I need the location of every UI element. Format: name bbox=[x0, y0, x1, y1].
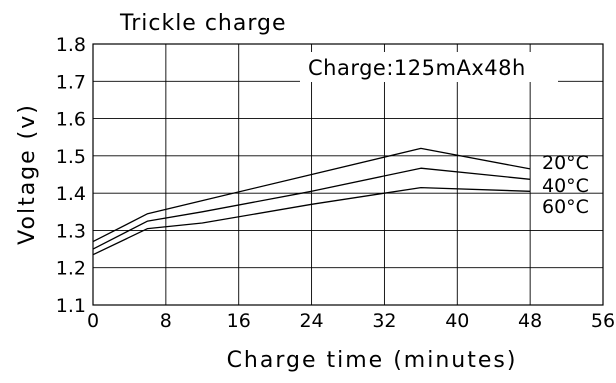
x-tick-label: 24 bbox=[299, 310, 323, 332]
x-tick-label: 8 bbox=[160, 310, 172, 332]
series-line bbox=[92, 186, 531, 256]
legend: 20°C40°C60°C bbox=[542, 152, 589, 218]
y-tick-label: 1.4 bbox=[56, 183, 86, 205]
y-tick-label: 1.5 bbox=[56, 146, 86, 168]
series-label: 20°C bbox=[542, 152, 589, 174]
x-tick-label: 40 bbox=[445, 310, 469, 332]
grid bbox=[93, 44, 603, 305]
annotation-text: Charge:125mAx48h bbox=[308, 56, 526, 80]
y-tick-label: 1.1 bbox=[56, 295, 86, 317]
series-layer bbox=[92, 147, 531, 256]
x-tick-label: 32 bbox=[372, 310, 396, 332]
series-label: 60°C bbox=[542, 196, 589, 218]
y-tick-label: 1.7 bbox=[56, 71, 86, 93]
x-tick-label: 48 bbox=[518, 310, 542, 332]
x-axis-label: Charge time (minutes) bbox=[227, 348, 518, 373]
tick-labels: 1.1 1.2 1.3 1.4 1.5 1.6 1.7 1.8 0 8 16 24 32 40 48 56 bbox=[56, 34, 615, 332]
y-tick-label: 1.6 bbox=[56, 109, 86, 131]
annotation-box bbox=[300, 52, 558, 82]
chart-title: Trickle charge bbox=[119, 11, 287, 36]
series-label: 40°C bbox=[542, 175, 589, 197]
x-tick-label: 56 bbox=[591, 310, 615, 332]
y-tick-label: 1.8 bbox=[56, 34, 86, 56]
series-line bbox=[92, 147, 531, 243]
series-line bbox=[92, 167, 531, 250]
plot-frame bbox=[92, 43, 604, 306]
x-tick-label: 16 bbox=[227, 310, 251, 332]
y-tick-label: 1.2 bbox=[56, 258, 86, 280]
y-axis-label: Voltage (v) bbox=[15, 103, 40, 245]
y-tick-label: 1.3 bbox=[56, 220, 86, 242]
x-tick-label: 0 bbox=[87, 310, 99, 332]
